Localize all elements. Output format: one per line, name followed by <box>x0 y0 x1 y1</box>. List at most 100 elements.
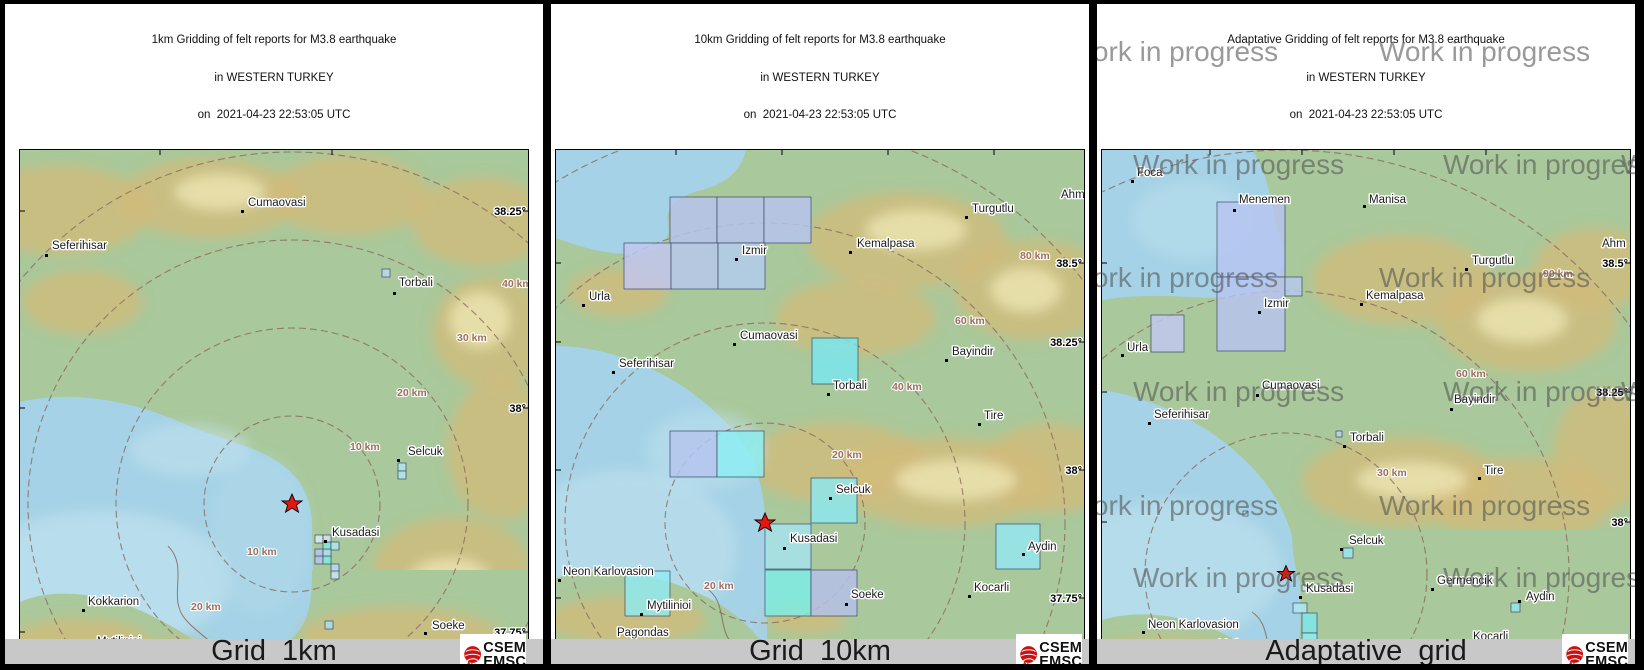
map-10km: Ahm Turgutlu Kemalpasa Izmir Urla Cumaov… <box>555 148 1085 664</box>
shallow-water <box>20 423 310 650</box>
city-label: Soeke <box>432 620 465 632</box>
city-label: Torbali <box>399 277 433 289</box>
ring-label: 10 km <box>350 441 380 453</box>
felt-report-cells <box>314 268 407 629</box>
csem-emsc-logo: CSEM EMSC <box>1016 633 1082 664</box>
ring-label: 20 km <box>832 449 862 461</box>
emsc-globe-icon <box>1020 645 1038 664</box>
logo-line-csem: CSEM <box>1585 640 1628 656</box>
city-label: Bayindir <box>1454 394 1496 406</box>
ring-label: 40 km <box>502 278 528 290</box>
city-label: Kokkarion <box>88 596 139 608</box>
city-label: Mytilinioi <box>647 600 691 612</box>
city-label: Germencik <box>1437 575 1493 587</box>
emsc-globe-icon <box>1566 645 1584 664</box>
izmir-bay <box>556 149 746 254</box>
lat-label: 37.75° <box>1050 593 1082 605</box>
panel-title: 10km Gridding of felt reports for M3.8 e… <box>551 4 1089 147</box>
city-label: Cumaovasi <box>248 197 306 209</box>
axis-ticks <box>556 149 1084 598</box>
panel-caption: Grid 1km <box>5 637 543 664</box>
city-label: Seferihisar <box>619 358 674 370</box>
lat-label: 38° <box>509 403 526 415</box>
city-label: Bayindir <box>952 346 994 358</box>
distance-rings <box>20 151 528 664</box>
city-label: Kusadasi <box>790 533 837 545</box>
coastal-land-south <box>1292 529 1630 664</box>
csem-emsc-logo: CSEM EMSC <box>460 633 526 664</box>
axis-ticks <box>1102 149 1630 522</box>
city-label: Turgutlu <box>972 203 1014 215</box>
felt-report-cells <box>1150 201 1521 650</box>
logo-line-csem: CSEM <box>483 640 526 656</box>
city-label: Tire <box>984 410 1003 422</box>
title-line-2: in WESTERN TURKEY <box>214 71 334 84</box>
epicenter-star-icon <box>753 511 777 532</box>
city-label: Selcuk <box>836 484 871 496</box>
city-label: Ahm <box>1602 238 1626 250</box>
ring-label: 30 km <box>1377 467 1407 479</box>
map-10km-svg: Ahm Turgutlu Kemalpasa Izmir Urla Cumaov… <box>556 149 1084 664</box>
map-1km-svg: Cumaovasi Seferihisar Torbali Selcuk Kus… <box>20 149 528 664</box>
ring-label: 40 km <box>892 381 922 393</box>
city-label: Kusadasi <box>1306 583 1353 595</box>
title-line-2: in WESTERN TURKEY <box>1306 71 1426 84</box>
city-label: Menemen <box>1239 194 1290 206</box>
city-label: Ahm <box>1061 189 1084 201</box>
ring-label: 30 km <box>457 332 487 344</box>
lat-label: 38.5° <box>1056 258 1082 270</box>
ring-label: 20 km <box>397 387 427 399</box>
lat-label: 38.25° <box>1596 387 1628 399</box>
title-line-3: on 2021-04-23 22:53:05 UTC <box>197 109 351 121</box>
title-line-3: on 2021-04-23 22:53:05 UTC <box>743 109 897 121</box>
city-label: Izmir <box>742 245 767 257</box>
city-label: Kemalpasa <box>1366 290 1424 302</box>
lat-label: 38° <box>1065 465 1082 477</box>
city-label: Aydin <box>1028 541 1057 553</box>
title-line-3: on 2021-04-23 22:53:05 UTC <box>1289 109 1443 121</box>
lat-label: 38.5° <box>1602 258 1628 270</box>
city-label: Soeke <box>851 589 884 601</box>
panel-adaptative-grid: Adaptative Gridding of felt reports for … <box>1097 4 1635 664</box>
ring-label: 10 km <box>247 546 277 558</box>
panel-grid-1km: 1km Gridding of felt reports for M3.8 ea… <box>5 4 543 664</box>
ring-label: 90 km <box>1543 268 1573 280</box>
city-label: Seferihisar <box>52 240 107 252</box>
panel-caption: Grid 10km <box>551 637 1089 664</box>
map-adaptative: Foca Menemen Manisa Turgutlu Ahm Kemalpa… <box>1101 148 1631 664</box>
city-labels: Ahm Turgutlu Kemalpasa Izmir Urla Cumaov… <box>562 187 1084 640</box>
csem-emsc-logo: CSEM EMSC <box>1562 633 1628 664</box>
city-label: Manisa <box>1369 194 1407 206</box>
panel-grid-10km: 10km Gridding of felt reports for M3.8 e… <box>551 4 1089 664</box>
title-line-1: 1km Gridding of felt reports for M3.8 ea… <box>151 34 397 46</box>
logo-line-emsc: EMSC <box>483 653 526 664</box>
city-label: Izmir <box>1264 298 1289 310</box>
city-label: Torbali <box>1350 432 1384 444</box>
city-label: Aydin <box>1526 591 1555 603</box>
ring-label: 80 km <box>1020 250 1050 262</box>
city-label: Turgutlu <box>1472 255 1514 267</box>
city-label: Kemalpasa <box>857 238 915 250</box>
map-adaptative-svg: Foca Menemen Manisa Turgutlu Ahm Kemalpa… <box>1102 149 1630 664</box>
epicenter-star-icon <box>1276 563 1296 582</box>
mountain-shading <box>568 191 1084 664</box>
panel-title: Adaptative Gridding of felt reports for … <box>1097 4 1635 147</box>
title-line-1: 10km Gridding of felt reports for M3.8 e… <box>694 34 946 46</box>
panel-caption: Adaptative grid <box>1097 637 1635 664</box>
logo-line-csem: CSEM <box>1039 640 1082 656</box>
city-label: Selcuk <box>408 446 443 458</box>
logo-line-emsc: EMSC <box>1039 653 1082 664</box>
panel-title: 1km Gridding of felt reports for M3.8 ea… <box>5 4 543 147</box>
title-line-2: in WESTERN TURKEY <box>760 71 880 84</box>
city-label: Pagondas <box>617 627 669 639</box>
city-label: Torbali <box>833 380 867 392</box>
ring-label: 60 km <box>1456 368 1486 380</box>
epicenter-star-icon <box>280 492 304 513</box>
city-label: Neon Karlovasion <box>563 566 654 578</box>
emsc-globe-icon <box>464 645 482 664</box>
city-label: Foca <box>1137 167 1163 179</box>
city-label: Neon Karlovasion <box>1148 619 1239 631</box>
lat-label: 38° <box>1611 517 1628 529</box>
lat-label: 38.25° <box>1050 337 1082 349</box>
